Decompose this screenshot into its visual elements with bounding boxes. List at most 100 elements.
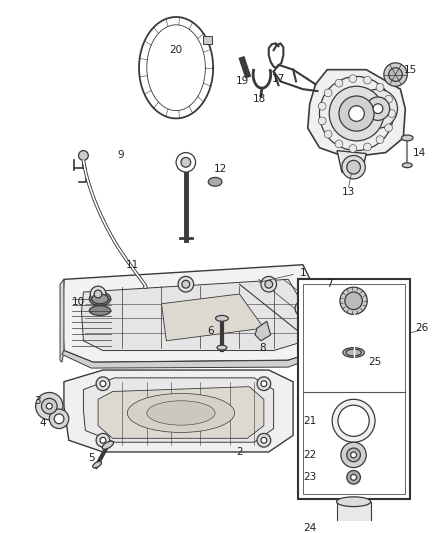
Circle shape [96, 433, 110, 447]
Circle shape [349, 144, 357, 152]
Ellipse shape [336, 497, 371, 506]
Circle shape [332, 399, 375, 442]
Circle shape [341, 442, 366, 467]
Circle shape [257, 377, 271, 391]
Circle shape [351, 452, 357, 458]
Circle shape [347, 160, 360, 174]
Circle shape [176, 152, 196, 172]
Circle shape [338, 405, 369, 437]
Circle shape [389, 68, 403, 82]
Ellipse shape [92, 294, 108, 304]
Text: 18: 18 [252, 94, 265, 104]
Circle shape [318, 117, 326, 125]
Circle shape [100, 438, 106, 443]
Circle shape [388, 110, 396, 117]
Ellipse shape [93, 462, 102, 468]
Circle shape [335, 140, 343, 148]
Text: 23: 23 [303, 472, 316, 482]
Polygon shape [83, 378, 274, 442]
Text: 17: 17 [272, 75, 285, 84]
Polygon shape [337, 151, 366, 175]
Circle shape [261, 381, 267, 386]
Ellipse shape [89, 292, 111, 306]
Polygon shape [81, 279, 308, 351]
Ellipse shape [208, 177, 222, 186]
Circle shape [257, 433, 271, 447]
Circle shape [94, 290, 102, 298]
Circle shape [49, 409, 69, 429]
Ellipse shape [147, 401, 215, 425]
Ellipse shape [217, 345, 227, 350]
Circle shape [100, 381, 106, 386]
Ellipse shape [102, 441, 113, 449]
Text: 15: 15 [403, 64, 417, 75]
Circle shape [182, 280, 190, 288]
Circle shape [376, 136, 384, 143]
Circle shape [261, 438, 267, 443]
Text: 5: 5 [88, 453, 95, 463]
Circle shape [349, 75, 357, 83]
Text: 1: 1 [300, 268, 306, 278]
Circle shape [385, 124, 392, 132]
Circle shape [342, 156, 365, 179]
Polygon shape [62, 348, 327, 368]
Circle shape [299, 305, 307, 312]
Circle shape [340, 287, 367, 314]
Bar [203, 36, 212, 44]
Circle shape [324, 89, 332, 97]
Circle shape [347, 448, 360, 462]
Bar [298, 279, 410, 499]
Text: 11: 11 [126, 260, 139, 270]
Text: 22: 22 [303, 450, 316, 460]
Circle shape [339, 96, 374, 131]
Ellipse shape [343, 348, 364, 357]
Text: 25: 25 [368, 357, 381, 367]
Polygon shape [89, 299, 111, 311]
Circle shape [376, 84, 384, 91]
Polygon shape [60, 279, 64, 362]
Circle shape [358, 89, 397, 128]
Text: 10: 10 [72, 297, 85, 307]
Polygon shape [64, 370, 293, 452]
Text: 21: 21 [303, 416, 316, 426]
Text: 9: 9 [117, 150, 124, 160]
Circle shape [261, 277, 276, 292]
Text: 13: 13 [342, 187, 355, 197]
Text: 12: 12 [213, 164, 226, 174]
Circle shape [35, 392, 63, 420]
Ellipse shape [127, 393, 235, 432]
Circle shape [366, 97, 390, 120]
Polygon shape [98, 386, 264, 438]
Text: 20: 20 [170, 45, 183, 55]
Circle shape [178, 277, 194, 292]
Ellipse shape [89, 306, 111, 316]
Circle shape [385, 95, 392, 103]
Ellipse shape [307, 279, 320, 285]
Circle shape [335, 79, 343, 87]
Ellipse shape [401, 135, 413, 141]
Text: 26: 26 [415, 323, 428, 333]
Circle shape [347, 471, 360, 484]
Circle shape [54, 414, 64, 424]
Ellipse shape [403, 163, 412, 168]
Circle shape [349, 106, 364, 122]
Text: 14: 14 [413, 148, 427, 158]
Text: 7: 7 [326, 279, 332, 289]
Circle shape [78, 151, 88, 160]
Circle shape [345, 292, 362, 310]
Circle shape [265, 280, 272, 288]
Bar [337, 502, 371, 533]
Circle shape [364, 76, 371, 84]
Circle shape [90, 286, 106, 302]
Circle shape [181, 157, 191, 167]
Polygon shape [162, 294, 264, 341]
Ellipse shape [307, 303, 317, 308]
Text: 3: 3 [34, 396, 41, 406]
Text: 6: 6 [207, 326, 214, 336]
Text: 24: 24 [303, 523, 316, 533]
Circle shape [295, 301, 311, 317]
Text: 8: 8 [260, 343, 266, 353]
Circle shape [364, 143, 371, 151]
Text: 4: 4 [39, 418, 46, 427]
Circle shape [324, 130, 332, 138]
